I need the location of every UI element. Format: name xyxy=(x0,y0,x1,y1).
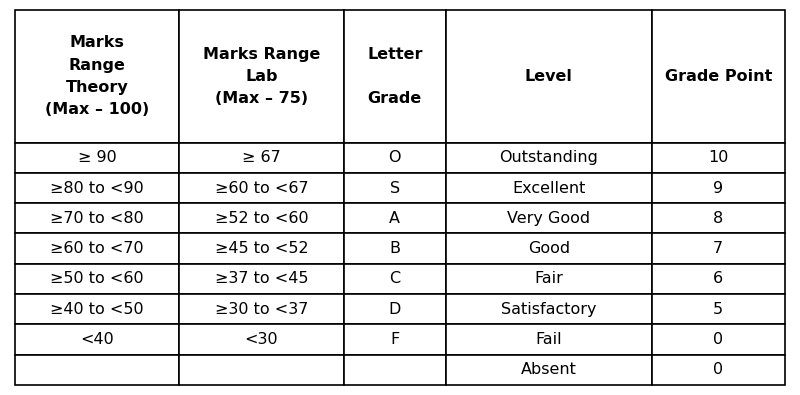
Bar xyxy=(15,10,179,143)
Text: ≥37 to <45: ≥37 to <45 xyxy=(214,271,308,286)
Bar xyxy=(343,294,446,324)
Text: Fail: Fail xyxy=(535,332,562,347)
Bar xyxy=(651,10,785,143)
Text: ≥30 to <37: ≥30 to <37 xyxy=(214,302,308,317)
Text: <40: <40 xyxy=(80,332,114,347)
Bar xyxy=(179,173,343,203)
Bar xyxy=(15,294,179,324)
Bar xyxy=(15,233,179,264)
Text: ≥45 to <52: ≥45 to <52 xyxy=(214,241,308,256)
Text: Excellent: Excellent xyxy=(512,181,586,196)
Bar xyxy=(343,143,446,173)
Bar xyxy=(446,355,651,385)
Text: ≥60 to <67: ≥60 to <67 xyxy=(214,181,308,196)
Bar xyxy=(446,324,651,355)
Bar xyxy=(15,264,179,294)
Bar xyxy=(15,143,179,173)
Text: 8: 8 xyxy=(713,211,723,226)
Text: ≥80 to <90: ≥80 to <90 xyxy=(50,181,144,196)
Text: ≥70 to <80: ≥70 to <80 xyxy=(50,211,144,226)
Text: ≥52 to <60: ≥52 to <60 xyxy=(214,211,308,226)
Text: Very Good: Very Good xyxy=(507,211,590,226)
Bar xyxy=(651,143,785,173)
Bar xyxy=(446,10,651,143)
Bar xyxy=(179,10,343,143)
Bar xyxy=(179,264,343,294)
Bar xyxy=(446,294,651,324)
Bar xyxy=(343,324,446,355)
Bar xyxy=(179,203,343,233)
Bar xyxy=(651,173,785,203)
Text: 7: 7 xyxy=(714,241,723,256)
Text: Absent: Absent xyxy=(521,362,577,377)
Bar xyxy=(343,203,446,233)
Text: O: O xyxy=(389,150,401,165)
Bar xyxy=(446,203,651,233)
Bar xyxy=(179,324,343,355)
Bar xyxy=(343,355,446,385)
Bar xyxy=(651,203,785,233)
Text: Fair: Fair xyxy=(534,271,563,286)
Bar xyxy=(446,264,651,294)
Text: 10: 10 xyxy=(708,150,729,165)
Text: ≥40 to <50: ≥40 to <50 xyxy=(50,302,144,317)
Bar xyxy=(343,233,446,264)
Bar xyxy=(651,294,785,324)
Bar xyxy=(15,173,179,203)
Bar xyxy=(343,10,446,143)
Text: Outstanding: Outstanding xyxy=(499,150,598,165)
Bar xyxy=(446,143,651,173)
Text: Marks Range
Lab
(Max – 75): Marks Range Lab (Max – 75) xyxy=(202,47,320,106)
Bar xyxy=(651,324,785,355)
Text: Good: Good xyxy=(528,241,570,256)
Bar xyxy=(179,294,343,324)
Bar xyxy=(651,233,785,264)
Text: Level: Level xyxy=(525,69,573,84)
Bar xyxy=(15,203,179,233)
Text: Satisfactory: Satisfactory xyxy=(501,302,597,317)
Bar xyxy=(446,233,651,264)
Text: 0: 0 xyxy=(714,332,723,347)
Bar xyxy=(446,173,651,203)
Text: ≥50 to <60: ≥50 to <60 xyxy=(50,271,144,286)
Text: A: A xyxy=(390,211,400,226)
Bar xyxy=(179,355,343,385)
Bar xyxy=(651,264,785,294)
Bar xyxy=(179,143,343,173)
Text: ≥ 90: ≥ 90 xyxy=(78,150,117,165)
Text: D: D xyxy=(389,302,401,317)
Bar xyxy=(343,173,446,203)
Bar xyxy=(179,233,343,264)
Text: B: B xyxy=(390,241,400,256)
Text: ≥60 to <70: ≥60 to <70 xyxy=(50,241,144,256)
Text: F: F xyxy=(390,332,399,347)
Text: S: S xyxy=(390,181,400,196)
Bar xyxy=(343,264,446,294)
Text: 5: 5 xyxy=(714,302,723,317)
Bar xyxy=(15,324,179,355)
Text: Marks
Range
Theory
(Max – 100): Marks Range Theory (Max – 100) xyxy=(45,36,150,117)
Text: Letter

Grade: Letter Grade xyxy=(367,47,422,106)
Text: Grade Point: Grade Point xyxy=(665,69,772,84)
Text: 6: 6 xyxy=(714,271,723,286)
Bar xyxy=(15,355,179,385)
Text: 0: 0 xyxy=(714,362,723,377)
Text: <30: <30 xyxy=(245,332,278,347)
Text: ≥ 67: ≥ 67 xyxy=(242,150,281,165)
Text: C: C xyxy=(390,271,401,286)
Bar xyxy=(651,355,785,385)
Text: 9: 9 xyxy=(714,181,723,196)
